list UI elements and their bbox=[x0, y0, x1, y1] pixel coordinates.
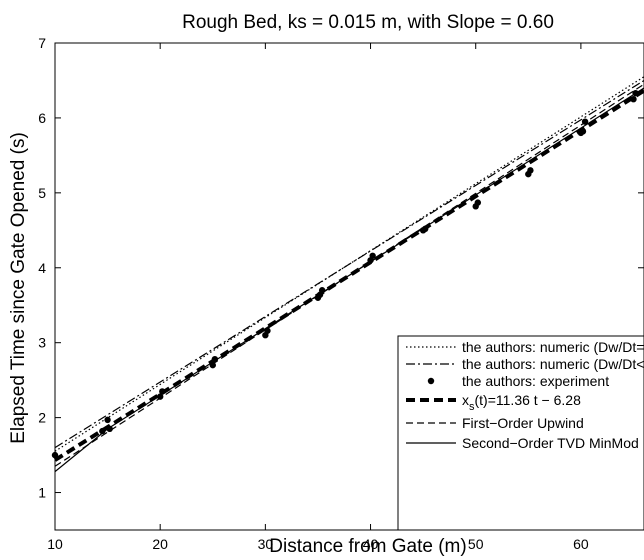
x-tick-label: 10 bbox=[47, 536, 63, 552]
x-tick-label: 30 bbox=[258, 536, 274, 552]
legend-label-3: xs(t)=11.36 t − 6.28 bbox=[462, 392, 581, 413]
experiment-point bbox=[104, 416, 111, 424]
series-line-3 bbox=[53, 89, 644, 462]
y-tick-label: 7 bbox=[38, 35, 46, 51]
series-line-5 bbox=[54, 87, 644, 473]
experiment-point bbox=[369, 252, 376, 259]
x-axis-label: Distance from Gate (m) bbox=[269, 536, 466, 557]
y-tick-label: 5 bbox=[38, 185, 46, 201]
legend-label-0: the authors: numeric (Dw/Dt=0) bbox=[462, 339, 644, 355]
legend-label-2: the authors: experiment bbox=[462, 373, 609, 389]
legend-marker bbox=[427, 377, 435, 385]
legend-label-1: the authors: numeric (Dw/Dt<0) bbox=[462, 356, 644, 372]
y-tick-label: 1 bbox=[38, 485, 46, 501]
x-tick-label: 40 bbox=[363, 536, 379, 552]
experiment-point bbox=[474, 199, 482, 206]
x-tick-label: 20 bbox=[152, 536, 168, 552]
y-tick-label: 3 bbox=[38, 335, 46, 351]
legend-label-sub: s bbox=[469, 401, 475, 413]
legend-label-base: x bbox=[462, 392, 469, 408]
y-tick-label: 2 bbox=[38, 410, 46, 426]
experiment-point bbox=[527, 167, 534, 174]
experiment-point bbox=[630, 95, 637, 103]
x-tick-label: 50 bbox=[468, 536, 484, 552]
legend-box bbox=[397, 335, 644, 531]
legend-label-5: Second−Order TVD MinMod bbox=[462, 435, 639, 451]
series-line-1 bbox=[54, 79, 644, 449]
x-tick-label: 60 bbox=[573, 536, 589, 552]
y-axis-label: Elapsed Time since Gate Opened (s) bbox=[8, 132, 29, 444]
y-tick-label: 4 bbox=[38, 260, 46, 276]
experiment-point bbox=[264, 327, 271, 334]
legend-label-rest: (t)=11.36 t − 6.28 bbox=[475, 392, 582, 408]
legend-label-4: First−Order Upwind bbox=[462, 415, 584, 431]
plot-frame bbox=[54, 42, 644, 531]
y-tick-label: 6 bbox=[38, 110, 46, 126]
series-line-4 bbox=[54, 83, 644, 467]
chart-title: Rough Bed, ks = 0.015 m, with Slope = 0.… bbox=[182, 12, 554, 33]
